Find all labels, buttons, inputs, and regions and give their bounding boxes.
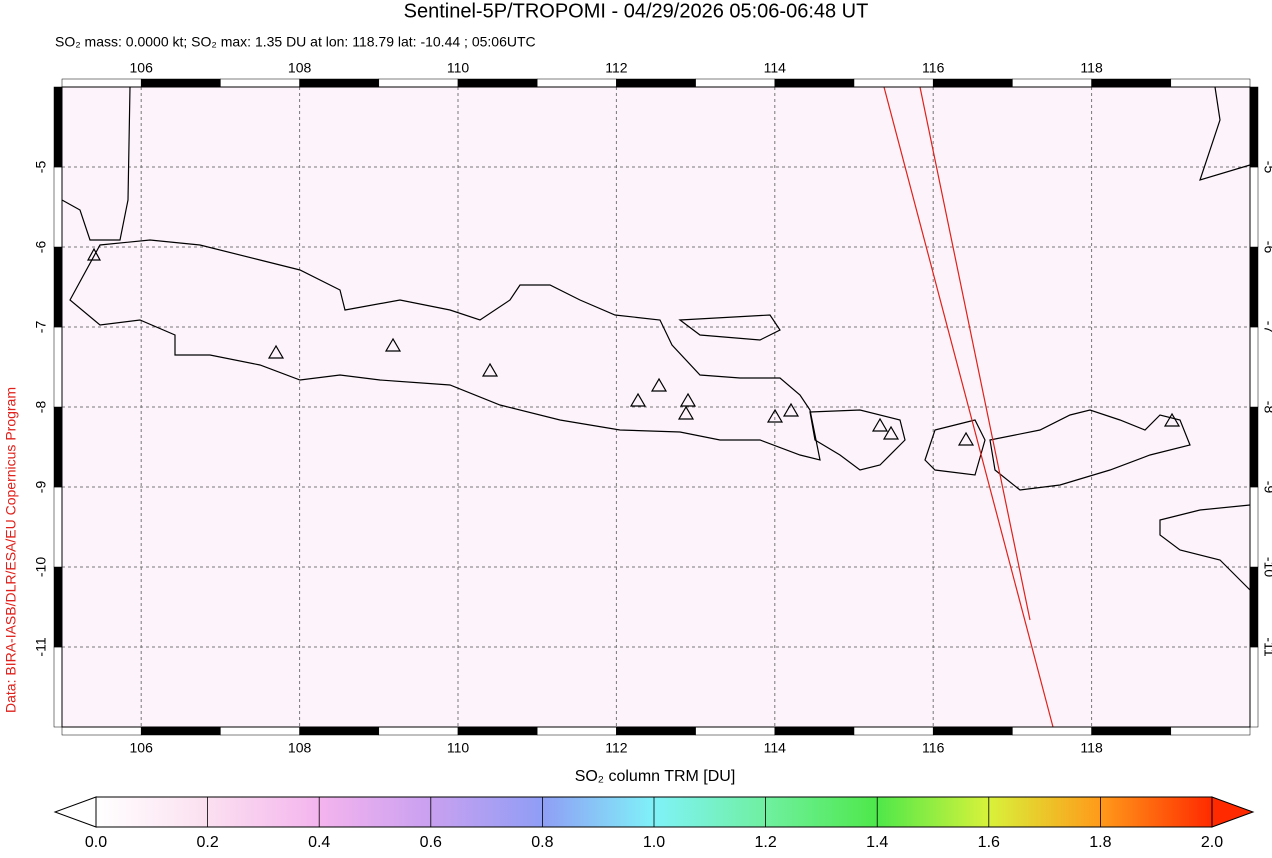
x-tick-label: 112 (605, 740, 628, 756)
colorbar-ticks: 0.0 0.2 0.4 0.6 0.8 1.0 1.2 1.4 1.6 1.8 2.0 (85, 797, 1223, 851)
colorbar-tick-label: 1.2 (754, 834, 776, 851)
frame-strip (853, 726, 934, 736)
frame-strip (53, 86, 63, 168)
colorbar-tick-label: 2.0 (1201, 834, 1223, 851)
frame-strip (61, 78, 142, 88)
frame-strip (536, 78, 617, 88)
y-tick-label: -7 (33, 321, 49, 334)
frame-strip (53, 486, 63, 568)
frame-strip (853, 78, 934, 88)
frame-strip (140, 78, 221, 88)
frame-strip (378, 78, 459, 88)
frame-strip (1249, 166, 1259, 248)
y-tick-label: -5 (33, 161, 49, 174)
y-tick-label: -6 (1261, 241, 1272, 254)
colorbar-tick-label: 1.0 (643, 834, 665, 851)
frame-strip (1249, 566, 1259, 648)
x-tick-label: 108 (288, 60, 312, 76)
frame-strip (616, 78, 696, 88)
y-tick-label: -7 (1261, 321, 1272, 334)
frame-strip (53, 166, 63, 248)
x-tick-label: 112 (605, 60, 628, 76)
y-tick-label: -8 (1261, 401, 1272, 414)
y-tick-label: -5 (1261, 161, 1272, 174)
colorbar-tick-label: 1.8 (1089, 834, 1111, 851)
frame-strip (774, 78, 855, 88)
coastlines (61, 86, 1251, 591)
frame-strip (140, 726, 221, 736)
frame-strip (53, 566, 63, 648)
frame-strip (1249, 86, 1259, 168)
x-tick-label: 106 (130, 740, 154, 756)
frame-strip (1249, 406, 1259, 488)
credit: Data: BIRA-IASB/DLR/ESA/EU Copernicus Pr… (3, 387, 19, 713)
frame-strip (695, 726, 776, 736)
x-tick-label: 110 (447, 740, 470, 756)
colorbar-tick-label: 0.6 (420, 834, 442, 851)
x-tick-label: 116 (922, 60, 945, 76)
y-tick-label: -11 (33, 637, 49, 656)
frame-strip (1249, 326, 1259, 408)
frame-strip (53, 246, 63, 328)
frame-strip (457, 78, 538, 88)
swath-edges (883, 86, 1054, 728)
frame-strip (220, 726, 300, 736)
x-tick-label: 116 (922, 740, 945, 756)
x-tick-label: 108 (288, 740, 312, 756)
colorbar-label: SO₂ column TRM [DU] (575, 768, 736, 785)
colorbar-tick-label: 0.4 (308, 834, 330, 851)
frame-strip (695, 78, 776, 88)
x-tick-label: 118 (1080, 740, 1103, 756)
frame-strip (1012, 78, 1092, 88)
x-tick-label: 114 (764, 740, 787, 756)
frame-strip (932, 726, 1013, 736)
x-tick-label: 110 (447, 60, 470, 76)
frame-strip (1249, 246, 1259, 328)
frame-strip (1249, 646, 1259, 728)
colorbar-tick-label: 0.8 (531, 834, 553, 851)
frame-strip (299, 726, 380, 736)
x-tick-label: 118 (1080, 60, 1103, 76)
frame-strip (299, 78, 380, 88)
subtitle: SO₂ mass: 0.0000 kt; SO₂ max: 1.35 DU at… (55, 34, 536, 50)
x-tick-label: 106 (130, 60, 154, 76)
colorbar-tick-label: 0.2 (196, 834, 218, 851)
frame-strip (61, 726, 142, 736)
map-border (61, 86, 1251, 728)
colorbar-high-arrow (1211, 796, 1255, 828)
y-tick-label: -9 (1261, 481, 1272, 494)
frame-strip (616, 726, 696, 736)
frame-strip (53, 646, 63, 728)
frame-strip (53, 406, 63, 488)
frame-strip (1249, 486, 1259, 568)
frame-strip (1091, 726, 1172, 736)
colorbar-tick-label: 0.0 (85, 834, 107, 851)
frame-strip (774, 726, 855, 736)
colorbar-low-arrow (53, 796, 97, 828)
frame-strip (1170, 78, 1251, 88)
frame-strip (457, 726, 538, 736)
map-frame (53, 78, 1259, 736)
y-tick-label: -10 (1261, 557, 1272, 577)
frame-strip (932, 78, 1013, 88)
frame-strip (220, 78, 300, 88)
frame-strip (536, 726, 617, 736)
grid (62, 87, 1250, 727)
frame-strip (1170, 726, 1251, 736)
volcanoes (86, 247, 1181, 446)
colorbar-tick-label: 1.6 (978, 834, 1000, 851)
frame-strip (1012, 726, 1092, 736)
y-tick-label: -10 (33, 557, 49, 577)
colorbar-tick-label: 1.4 (866, 834, 888, 851)
x-tick-label: 114 (764, 60, 787, 76)
y-tick-label: -6 (33, 241, 49, 254)
y-tick-label: -8 (33, 401, 49, 414)
title: Sentinel-5P/TROPOMI - 04/29/2026 05:06-0… (404, 0, 869, 22)
y-tick-label: -9 (33, 481, 49, 494)
frame-strip (378, 726, 459, 736)
frame-strip (1091, 78, 1172, 88)
frame-strip (53, 326, 63, 408)
y-tick-label: -11 (1261, 637, 1272, 656)
